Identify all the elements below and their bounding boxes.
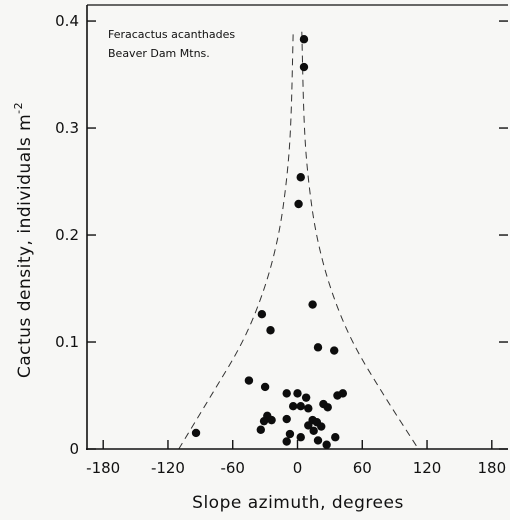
data-point	[296, 433, 305, 442]
data-point	[294, 199, 303, 209]
y-tick-label: 0.4	[55, 12, 79, 30]
x-tick-label: 0	[293, 459, 303, 477]
x-tick-label: -60	[220, 459, 245, 477]
data-point	[317, 422, 326, 431]
data-point	[309, 426, 318, 436]
y-axis-title: Cactus density, individuals m-2	[12, 102, 35, 378]
envelope-layer	[178, 31, 419, 450]
data-point	[304, 404, 313, 413]
data-point	[313, 343, 323, 352]
data-point	[282, 414, 291, 424]
data-point	[266, 326, 275, 335]
x-tick-label: -180	[86, 459, 120, 477]
envelope-curve-left	[178, 31, 294, 450]
axes: 0 0.1 0.2 0.3 0.4 -180 -120 -60 0 60 120 180	[55, 4, 508, 477]
data-point	[256, 425, 265, 434]
annotation: Feracactus acanthades Beaver Dam Mtns.	[108, 28, 235, 60]
x-tick-label: 60	[353, 459, 372, 477]
data-point	[288, 402, 298, 411]
data-point	[299, 62, 309, 72]
y-axis-title-exponent: -2	[12, 102, 25, 114]
location-annotation: Beaver Dam Mtns.	[108, 47, 210, 60]
envelope-curve-right	[301, 31, 419, 450]
data-point	[338, 389, 348, 398]
data-point	[282, 389, 291, 398]
data-point	[304, 421, 313, 430]
data-point	[301, 393, 311, 402]
data-point	[322, 440, 331, 449]
species-annotation: Feracactus acanthades	[108, 28, 235, 41]
data-point	[299, 35, 309, 44]
data-point	[331, 433, 340, 442]
data-point	[330, 346, 339, 355]
data-points	[191, 35, 348, 449]
data-point	[244, 376, 254, 385]
data-point	[313, 436, 323, 445]
data-point	[285, 429, 295, 439]
x-tick-label: -120	[151, 459, 185, 477]
data-point	[191, 428, 201, 438]
data-point	[308, 300, 317, 309]
data-point	[293, 389, 302, 398]
data-point	[282, 437, 291, 446]
data-point	[267, 415, 276, 425]
data-point	[323, 403, 332, 412]
x-tick-label: 180	[477, 459, 506, 477]
y-axis-title-text: Cactus density, individuals m	[15, 114, 35, 378]
data-point	[257, 309, 267, 319]
y-tick-label: 0.2	[55, 226, 79, 244]
data-point	[296, 402, 305, 411]
x-tick-label: 120	[413, 459, 442, 477]
data-point	[259, 416, 269, 426]
data-point	[296, 173, 305, 182]
x-axis-title: Slope azimuth, degrees	[192, 493, 404, 513]
y-tick-label: 0	[69, 440, 79, 458]
y-tick-label: 0.3	[55, 119, 79, 137]
y-tick-label: 0.1	[55, 333, 79, 351]
data-point	[260, 382, 270, 392]
